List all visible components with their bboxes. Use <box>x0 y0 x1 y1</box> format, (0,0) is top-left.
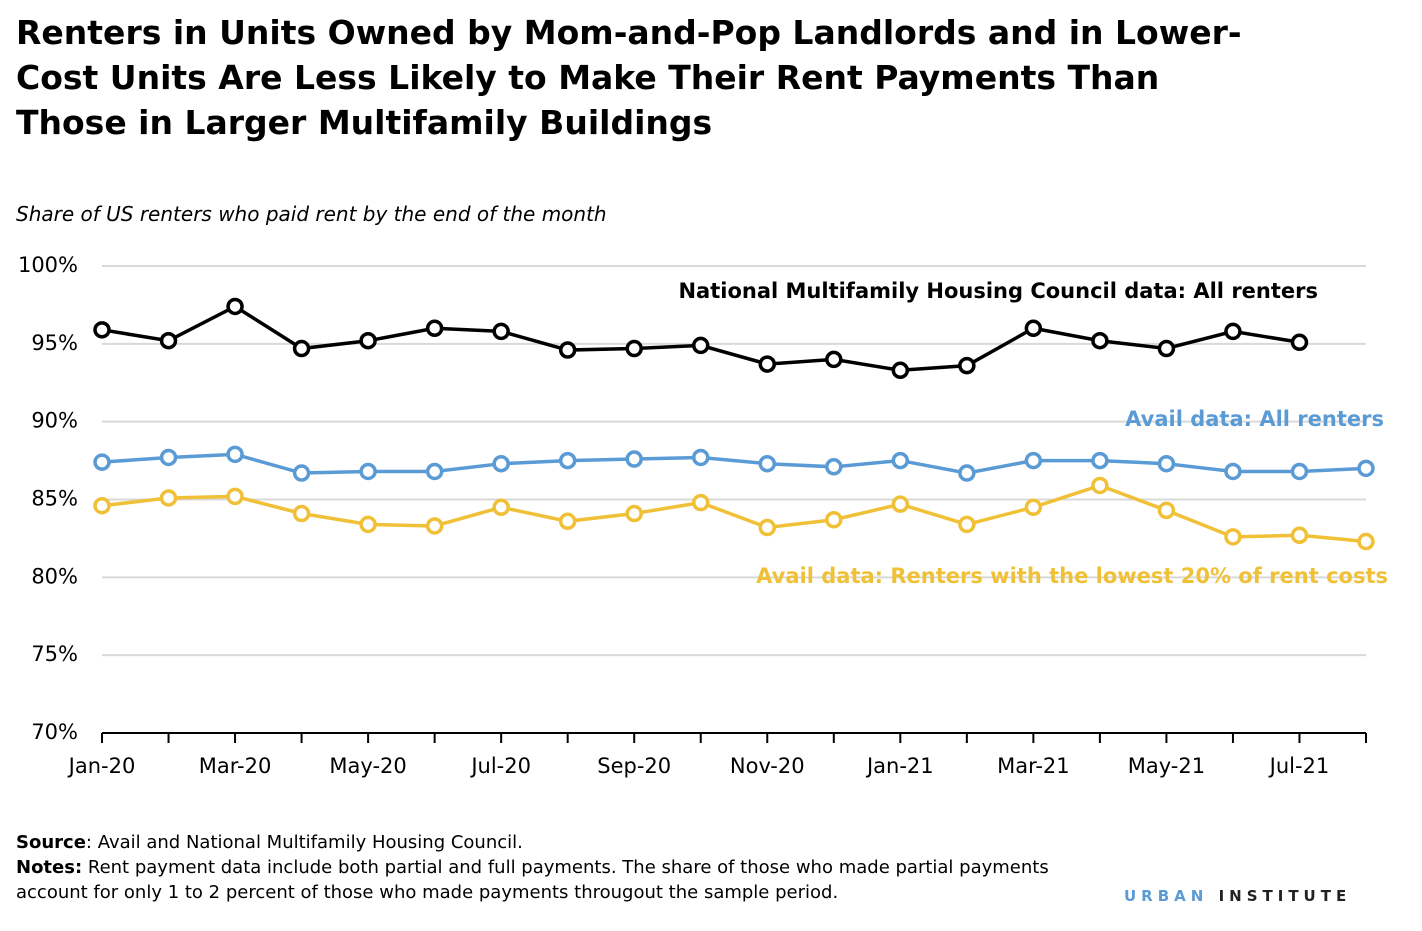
x-tick-label: Jan-20 <box>67 754 136 778</box>
logo-institute: INSTITUTE <box>1218 887 1352 905</box>
point <box>425 517 444 535</box>
point <box>159 331 178 350</box>
source-label: Source <box>16 832 86 853</box>
point <box>1290 333 1309 352</box>
y-tick-label: 95% <box>31 331 78 355</box>
point <box>159 489 178 507</box>
x-tick-label: Mar-21 <box>997 754 1070 778</box>
point <box>1091 331 1109 350</box>
source: Source: Avail and National Multifamily H… <box>16 830 1056 855</box>
point <box>93 453 111 471</box>
point <box>1157 454 1176 473</box>
notes-label: Notes: <box>16 857 83 878</box>
logo: URBAN INSTITUTE <box>1124 887 1351 905</box>
x-tick-label: May-21 <box>1128 754 1205 778</box>
x-tick-label: May-20 <box>329 754 406 778</box>
point <box>691 336 710 355</box>
point <box>758 355 777 373</box>
point <box>958 356 976 375</box>
point <box>1290 462 1309 481</box>
point <box>558 512 577 531</box>
series-label: Avail data: All renters <box>1125 407 1384 431</box>
point <box>625 450 643 468</box>
point <box>691 448 710 467</box>
logo-urban: URBAN <box>1124 887 1209 905</box>
point <box>93 496 111 515</box>
point <box>825 350 843 369</box>
point <box>492 498 510 517</box>
y-tick-label: 90% <box>31 409 78 433</box>
point <box>1224 528 1242 546</box>
point <box>1091 451 1109 470</box>
point <box>891 495 910 513</box>
point <box>825 510 843 529</box>
point <box>691 493 710 512</box>
point <box>758 518 777 537</box>
y-tick-label: 85% <box>31 487 78 511</box>
x-tick-label: Mar-20 <box>199 754 272 778</box>
x-tick-label: Sep-20 <box>597 754 671 778</box>
y-tick-label: 75% <box>31 642 78 666</box>
point <box>359 515 377 534</box>
point <box>292 504 311 523</box>
point <box>1091 476 1109 495</box>
source-text: : Avail and National Multifamily Housing… <box>85 832 523 853</box>
point <box>825 458 843 476</box>
point <box>558 451 577 470</box>
x-tick-label: Jul-20 <box>469 754 531 778</box>
point <box>492 454 510 473</box>
x-tick-label: Nov-20 <box>730 754 805 778</box>
y-tick-label: 70% <box>31 720 78 744</box>
point <box>1157 339 1176 358</box>
chart-title: Renters in Units Owned by Mom-and-Pop La… <box>16 13 1242 142</box>
point <box>359 462 377 481</box>
point <box>1357 532 1375 551</box>
point <box>891 361 910 380</box>
point <box>558 341 577 359</box>
point <box>1157 501 1176 520</box>
point <box>292 339 311 358</box>
point <box>1024 319 1043 338</box>
point <box>891 451 910 470</box>
point <box>359 331 377 350</box>
point <box>226 297 244 316</box>
point <box>1290 526 1309 545</box>
series-line <box>101 452 1367 475</box>
point <box>958 464 976 482</box>
notes: Notes: Rent payment data include both pa… <box>16 855 1056 905</box>
point <box>1224 462 1242 481</box>
point <box>292 464 311 482</box>
chart-subtitle: Share of US renters who paid rent by the… <box>16 202 607 226</box>
point <box>226 445 244 464</box>
point <box>226 487 244 506</box>
point <box>1024 498 1043 517</box>
series-label: National Multifamily Housing Council dat… <box>678 279 1318 303</box>
point <box>625 339 643 358</box>
point <box>93 321 111 339</box>
point <box>425 462 444 481</box>
y-tick-label: 100% <box>18 253 78 277</box>
point <box>758 454 777 473</box>
point <box>1357 459 1375 478</box>
point <box>1224 322 1242 341</box>
series-label: Avail data: Renters with the lowest 20% … <box>756 564 1388 588</box>
point <box>958 515 976 534</box>
notes-text: Rent payment data include both partial a… <box>16 857 1049 903</box>
point <box>492 322 510 341</box>
point <box>1024 451 1043 470</box>
y-tick-label: 80% <box>31 564 78 588</box>
point <box>425 319 444 338</box>
x-tick-label: Jan-21 <box>865 754 934 778</box>
point <box>159 448 178 467</box>
x-tick-label: Jul-21 <box>1268 754 1330 778</box>
series-line <box>101 483 1367 544</box>
point <box>625 504 643 523</box>
